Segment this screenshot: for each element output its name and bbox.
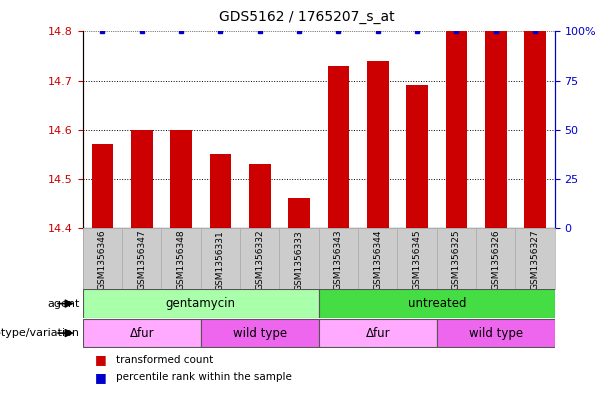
Text: GSM1356343: GSM1356343 (334, 230, 343, 290)
Bar (288, 198, 310, 228)
Bar (446, 31, 467, 228)
Bar (397, 228, 436, 289)
Bar (249, 164, 270, 228)
Bar (319, 289, 555, 318)
Bar (161, 228, 201, 289)
Text: transformed count: transformed count (116, 354, 214, 365)
Bar (83, 228, 122, 289)
Bar (406, 86, 428, 228)
Text: GSM1356331: GSM1356331 (216, 230, 225, 290)
Text: Δfur: Δfur (129, 327, 154, 340)
Bar (516, 228, 555, 289)
Bar (210, 154, 231, 228)
Bar (367, 61, 389, 228)
Bar (319, 319, 436, 347)
Text: GSM1356327: GSM1356327 (531, 230, 539, 290)
Bar (91, 145, 113, 228)
Text: GSM1356345: GSM1356345 (413, 230, 422, 290)
Bar (436, 228, 476, 289)
Text: genotype/variation: genotype/variation (0, 328, 80, 338)
Text: agent: agent (47, 299, 80, 309)
Bar (319, 228, 358, 289)
Text: ■: ■ (95, 371, 107, 384)
Bar (358, 228, 397, 289)
Text: GSM1356332: GSM1356332 (255, 230, 264, 290)
Text: GSM1356325: GSM1356325 (452, 230, 461, 290)
Text: percentile rank within the sample: percentile rank within the sample (116, 372, 292, 382)
Bar (524, 31, 546, 228)
Bar (280, 228, 319, 289)
Bar (83, 319, 201, 347)
Text: wild type: wild type (469, 327, 523, 340)
Bar (476, 228, 516, 289)
Text: GSM1356326: GSM1356326 (491, 230, 500, 290)
Bar (83, 289, 319, 318)
Bar (436, 319, 555, 347)
Bar (170, 130, 192, 228)
Text: Δfur: Δfur (365, 327, 390, 340)
Bar (485, 31, 506, 228)
Text: untreated: untreated (408, 297, 466, 310)
Text: GSM1356344: GSM1356344 (373, 230, 383, 290)
Text: GSM1356346: GSM1356346 (98, 230, 107, 290)
Bar (201, 228, 240, 289)
Bar (122, 228, 161, 289)
Bar (201, 319, 319, 347)
Text: gentamycin: gentamycin (166, 297, 236, 310)
Bar (327, 66, 349, 228)
Bar (131, 130, 153, 228)
Text: GSM1356347: GSM1356347 (137, 230, 147, 290)
Bar (240, 228, 280, 289)
Text: GDS5162 / 1765207_s_at: GDS5162 / 1765207_s_at (219, 10, 394, 24)
Text: GSM1356333: GSM1356333 (295, 230, 303, 290)
Text: wild type: wild type (233, 327, 287, 340)
Text: GSM1356348: GSM1356348 (177, 230, 186, 290)
Text: ■: ■ (95, 353, 107, 366)
